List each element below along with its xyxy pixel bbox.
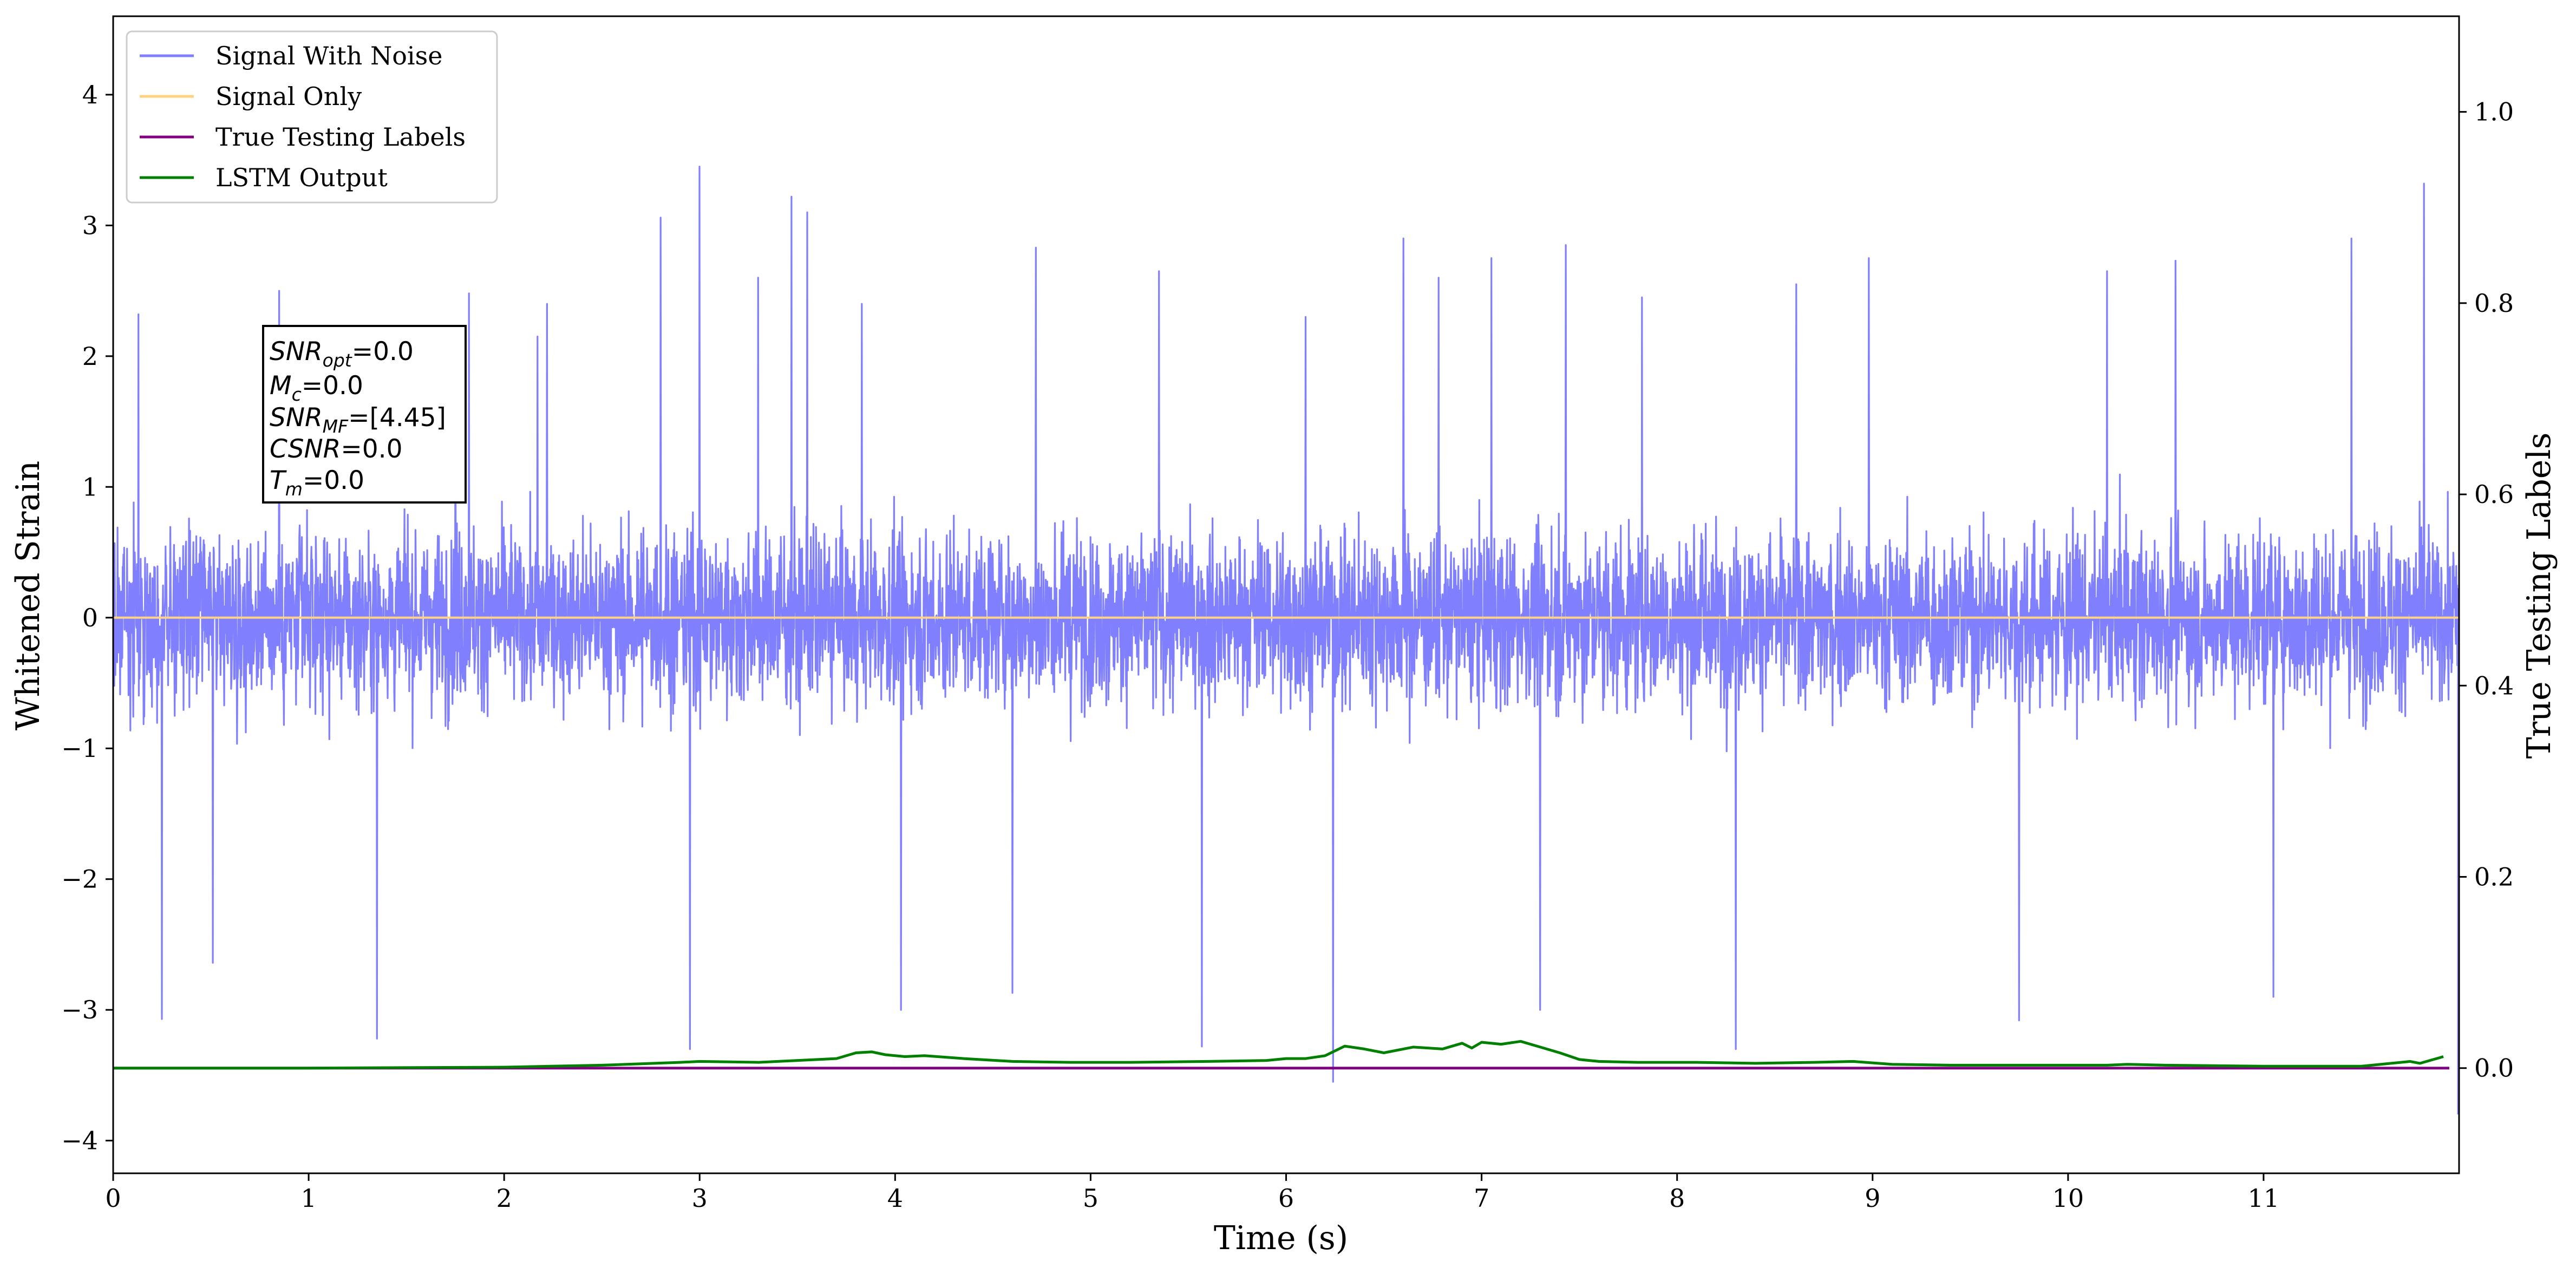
y2-axis-title: True Testing Labels [2520,433,2558,759]
series-signal-with-noise [113,166,2459,1115]
x-tick-label: 1 [300,1184,316,1213]
legend-label-signal-only: Signal Only [215,82,362,111]
y2-tick-label: 0.2 [2474,863,2514,892]
y2-tick-label: 0.8 [2474,289,2514,318]
y2-tick-label: 0.4 [2474,671,2514,700]
x-tick-label: 10 [2052,1184,2084,1213]
x-axis-title: Time (s) [1214,1219,1348,1257]
legend-label-signal-with-noise: Signal With Noise [215,41,442,70]
x-tick-label: 0 [105,1184,121,1213]
x-tick-label: 4 [887,1184,903,1213]
info-tm: Tm=0.0 [270,466,364,500]
info-box: SNRopt=0.0 Mc=0.0 SNRMF=[4.45] CSNR=0.0 … [262,325,467,504]
y-tick-label: 2 [82,342,98,371]
y-tick-label: −2 [61,865,98,894]
x-tick-label: 5 [1083,1184,1099,1213]
info-snr-mf: SNRMF=[4.45] [270,403,446,437]
x-tick-label: 8 [1669,1184,1685,1213]
info-csnr: CSNR=0.0 [270,434,402,464]
series-lstm-output [113,1040,2444,1070]
x-tick-label: 2 [496,1184,512,1213]
y2-tick-label: 0.0 [2474,1054,2514,1083]
y-tick-label: 0 [82,603,98,632]
y-tick-label: −1 [61,734,98,763]
legend: Signal With Noise Signal Only True Testi… [126,30,498,204]
y-tick-label: 4 [82,80,98,109]
y2-tick-label: 1.0 [2474,97,2514,127]
x-tick-label: 9 [1865,1184,1880,1213]
x-tick-label: 3 [692,1184,708,1213]
info-box-frame [262,325,467,504]
legend-label-lstm-output: LSTM Output [215,163,388,192]
y-tick-label: −3 [61,995,98,1024]
y-tick-label: 1 [82,472,98,501]
legend-box [126,30,498,204]
legend-label-true-testing-labels: True Testing Labels [215,122,466,152]
y-tick-label: −4 [61,1126,98,1155]
x-tick-label: 11 [2248,1184,2280,1213]
y2-tick-label: 0.6 [2474,480,2514,509]
info-snr-opt: SNRopt=0.0 [270,337,414,371]
y-axis-title: Whitened Strain [9,461,47,730]
x-tick-label: 7 [1474,1184,1489,1213]
y-tick-label: 3 [82,211,98,240]
info-mc: Mc=0.0 [270,371,363,405]
x-tick-label: 6 [1278,1184,1294,1213]
